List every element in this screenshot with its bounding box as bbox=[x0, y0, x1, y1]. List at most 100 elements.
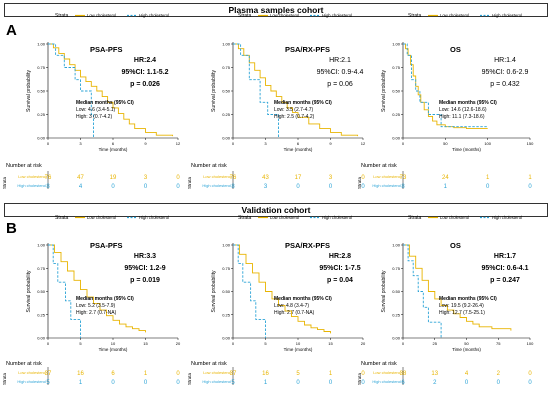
chart-3-risk-high-1: 1 bbox=[444, 184, 448, 190]
chart-4-title: PSA-PFS bbox=[90, 241, 123, 250]
chart-6-risk-low-4: 0 bbox=[528, 371, 532, 377]
chart-6-risk-low-1: 13 bbox=[431, 371, 438, 377]
chart-2-y-axis-label: Survival probability bbox=[211, 70, 217, 112]
chart-5-risk-label-low: Low cholesterol bbox=[203, 370, 231, 375]
chart-2-xtick-label-0: 0 bbox=[232, 141, 235, 146]
chart-6-title: OS bbox=[450, 241, 461, 250]
chart-4-y-axis-label: Survival probability bbox=[26, 270, 32, 312]
chart-4-median-low: Low: 5.2 (3.5-7.9) bbox=[76, 303, 116, 309]
chart-1-risk-high-2: 0 bbox=[111, 184, 115, 190]
chart-5-risk-low-3: 1 bbox=[329, 371, 333, 377]
chart-3-risk-title: Number at risk bbox=[361, 163, 397, 169]
chart-6-ytick-label-2: 0.50 bbox=[392, 289, 401, 294]
chart-5-ci: 95%CI: 1-7.5 bbox=[319, 265, 360, 272]
chart-5-curve-high bbox=[233, 244, 266, 338]
chart-6-risk-high-1: 2 bbox=[433, 380, 437, 386]
chart-1-legend-label: Strata bbox=[55, 13, 69, 19]
chart-1-median-high: High: 3 (0.7-4.2) bbox=[76, 114, 112, 120]
chart-1-risk-low-2: 19 bbox=[110, 175, 117, 181]
chart-5-risk-low-2: 5 bbox=[296, 371, 300, 377]
chart-1-curve-high bbox=[48, 43, 94, 138]
chart-5-legend-label: Strata bbox=[238, 215, 252, 221]
chart-6-x-axis-label: Time (months) bbox=[452, 347, 481, 352]
chart-5-xtick-label-0: 0 bbox=[232, 341, 235, 346]
chart-3-risk-low-3: 1 bbox=[528, 175, 532, 181]
chart-6-risk-axis-label: Strata bbox=[357, 373, 362, 386]
chart-3-ytick-label-4: 1.00 bbox=[392, 42, 401, 47]
chart-5-risk-high-0: 5 bbox=[231, 380, 235, 386]
chart-5-risk-low-0: 37 bbox=[230, 371, 237, 377]
chart-2-risk-axis-label: Strata bbox=[187, 177, 192, 190]
chart-1-risk-label-low: Low cholesterol bbox=[18, 174, 46, 179]
chart-2-risk-high-4: 0 bbox=[361, 184, 365, 190]
chart-2-ytick-label-2: 0.50 bbox=[222, 89, 231, 94]
chart-1-xtick-label-0: 0 bbox=[47, 141, 50, 146]
chart-3-legend-label: Strata bbox=[408, 13, 422, 19]
cohort-banner-plasma: Plasma samples cohort bbox=[4, 3, 548, 17]
chart-6-risk-low-3: 2 bbox=[497, 371, 501, 377]
chart-5-ytick-label-4: 1.00 bbox=[222, 243, 231, 248]
chart-6-ytick-label-4: 1.00 bbox=[392, 243, 401, 248]
chart-3-risk-label-high: High cholesterol bbox=[372, 183, 401, 188]
chart-1-risk-axis-label: Strata bbox=[2, 177, 7, 190]
chart-1-legend-text-low: Low cholesterol bbox=[87, 13, 116, 18]
chart-5-xtick-label-3: 15 bbox=[328, 341, 333, 346]
chart-3-median-title: Median months (95% CI) bbox=[439, 100, 497, 106]
chart-5-median-high: High: 2.7 (0.7-NA) bbox=[274, 310, 315, 316]
chart-1-legend-text-high: High cholesterol bbox=[139, 13, 169, 18]
chart-5-risk-low-1: 16 bbox=[262, 371, 269, 377]
chart-3-ytick-label-3: 0.75 bbox=[392, 65, 401, 70]
chart-2-risk-high-3: 0 bbox=[329, 184, 333, 190]
chart-1-risk-high-3: 0 bbox=[144, 184, 148, 190]
chart-4-xtick-label-3: 15 bbox=[143, 341, 148, 346]
chart-3-hr: HR:1.4 bbox=[494, 57, 516, 64]
chart-1-y-axis-label: Survival probability bbox=[26, 70, 32, 112]
cohort-banner-validation: Validation cohort bbox=[4, 203, 548, 217]
chart-3-median-low: Low: 14.6 (12.6-18.6) bbox=[439, 107, 487, 113]
chart-4-ytick-label-1: 0.25 bbox=[37, 312, 46, 317]
chart-5-xtick-label-4: 20 bbox=[361, 341, 366, 346]
chart-4-risk-high-3: 0 bbox=[144, 380, 148, 386]
chart-3-legend-text-low: Low cholesterol bbox=[440, 13, 469, 18]
chart-1-risk-label-high: High cholesterol bbox=[17, 183, 46, 188]
chart-6-ytick-label-0: 0.00 bbox=[392, 336, 401, 341]
chart-4-risk-high-0: 5 bbox=[46, 380, 50, 386]
chart-5-median-low: Low: 4.8 (3.4-7) bbox=[274, 303, 309, 309]
chart-5-legend-text-high: High cholesterol bbox=[322, 215, 352, 220]
chart-4-risk-title: Number at risk bbox=[6, 361, 42, 367]
chart-2-median-low: Low: 3.5 (2.7-4.7) bbox=[274, 107, 314, 113]
chart-4-legend-text-high: High cholesterol bbox=[139, 215, 169, 220]
chart-2-risk-low-0: 76 bbox=[230, 175, 237, 181]
chart-5-xtick-label-2: 10 bbox=[296, 341, 301, 346]
chart-4-ytick-label-2: 0.50 bbox=[37, 289, 46, 294]
chart-3-median-high: High: 11.1 (7.3-18.6) bbox=[439, 114, 485, 120]
chart-3-curve-high bbox=[403, 43, 488, 128]
chart-3-ci: 95%CI: 0.6-2.9 bbox=[482, 69, 529, 76]
chart-4-ytick-label-0: 0.00 bbox=[37, 336, 46, 341]
chart-5-title: PSA/RX-PFS bbox=[285, 241, 330, 250]
chart-1-ci: 95%CI: 1.1-5.2 bbox=[121, 69, 168, 76]
chart-4-xtick-label-0: 0 bbox=[47, 341, 50, 346]
chart-1-xtick-label-2: 6 bbox=[112, 141, 115, 146]
chart-1-curve-low bbox=[48, 43, 174, 137]
chart-6-xtick-label-0: 0 bbox=[402, 341, 405, 346]
chart-5-x-axis-label: Time (months) bbox=[284, 347, 313, 352]
chart-4-xtick-label-1: 5 bbox=[79, 341, 82, 346]
chart-3-risk-axis-label: Strata bbox=[357, 177, 362, 190]
chart-4-risk-high-1: 1 bbox=[79, 380, 83, 386]
chart-6-curve-high bbox=[403, 244, 442, 338]
chart-1-ytick-label-4: 1.00 bbox=[37, 42, 46, 47]
chart-3-xtick-label-2: 100 bbox=[484, 141, 491, 146]
chart-5-xtick-label-1: 5 bbox=[264, 341, 267, 346]
chart-1-risk-low-3: 3 bbox=[144, 175, 148, 181]
chart-6-legend-label: Strata bbox=[408, 215, 422, 221]
chart-5-risk-title: Number at risk bbox=[191, 361, 227, 367]
chart-2-risk-title: Number at risk bbox=[191, 163, 227, 169]
chart-2-risk-label-low: Low cholesterol bbox=[203, 174, 231, 179]
chart-2-hr: HR:2.1 bbox=[329, 57, 351, 64]
chart-4-ytick-label-4: 1.00 bbox=[37, 243, 46, 248]
chart-4-risk-low-1: 16 bbox=[77, 371, 84, 377]
chart-6-ytick-label-3: 0.75 bbox=[392, 266, 401, 271]
chart-6-p-value: p = 0.247 bbox=[490, 277, 520, 284]
chart-4-median-title: Median months (95% CI) bbox=[76, 296, 134, 302]
